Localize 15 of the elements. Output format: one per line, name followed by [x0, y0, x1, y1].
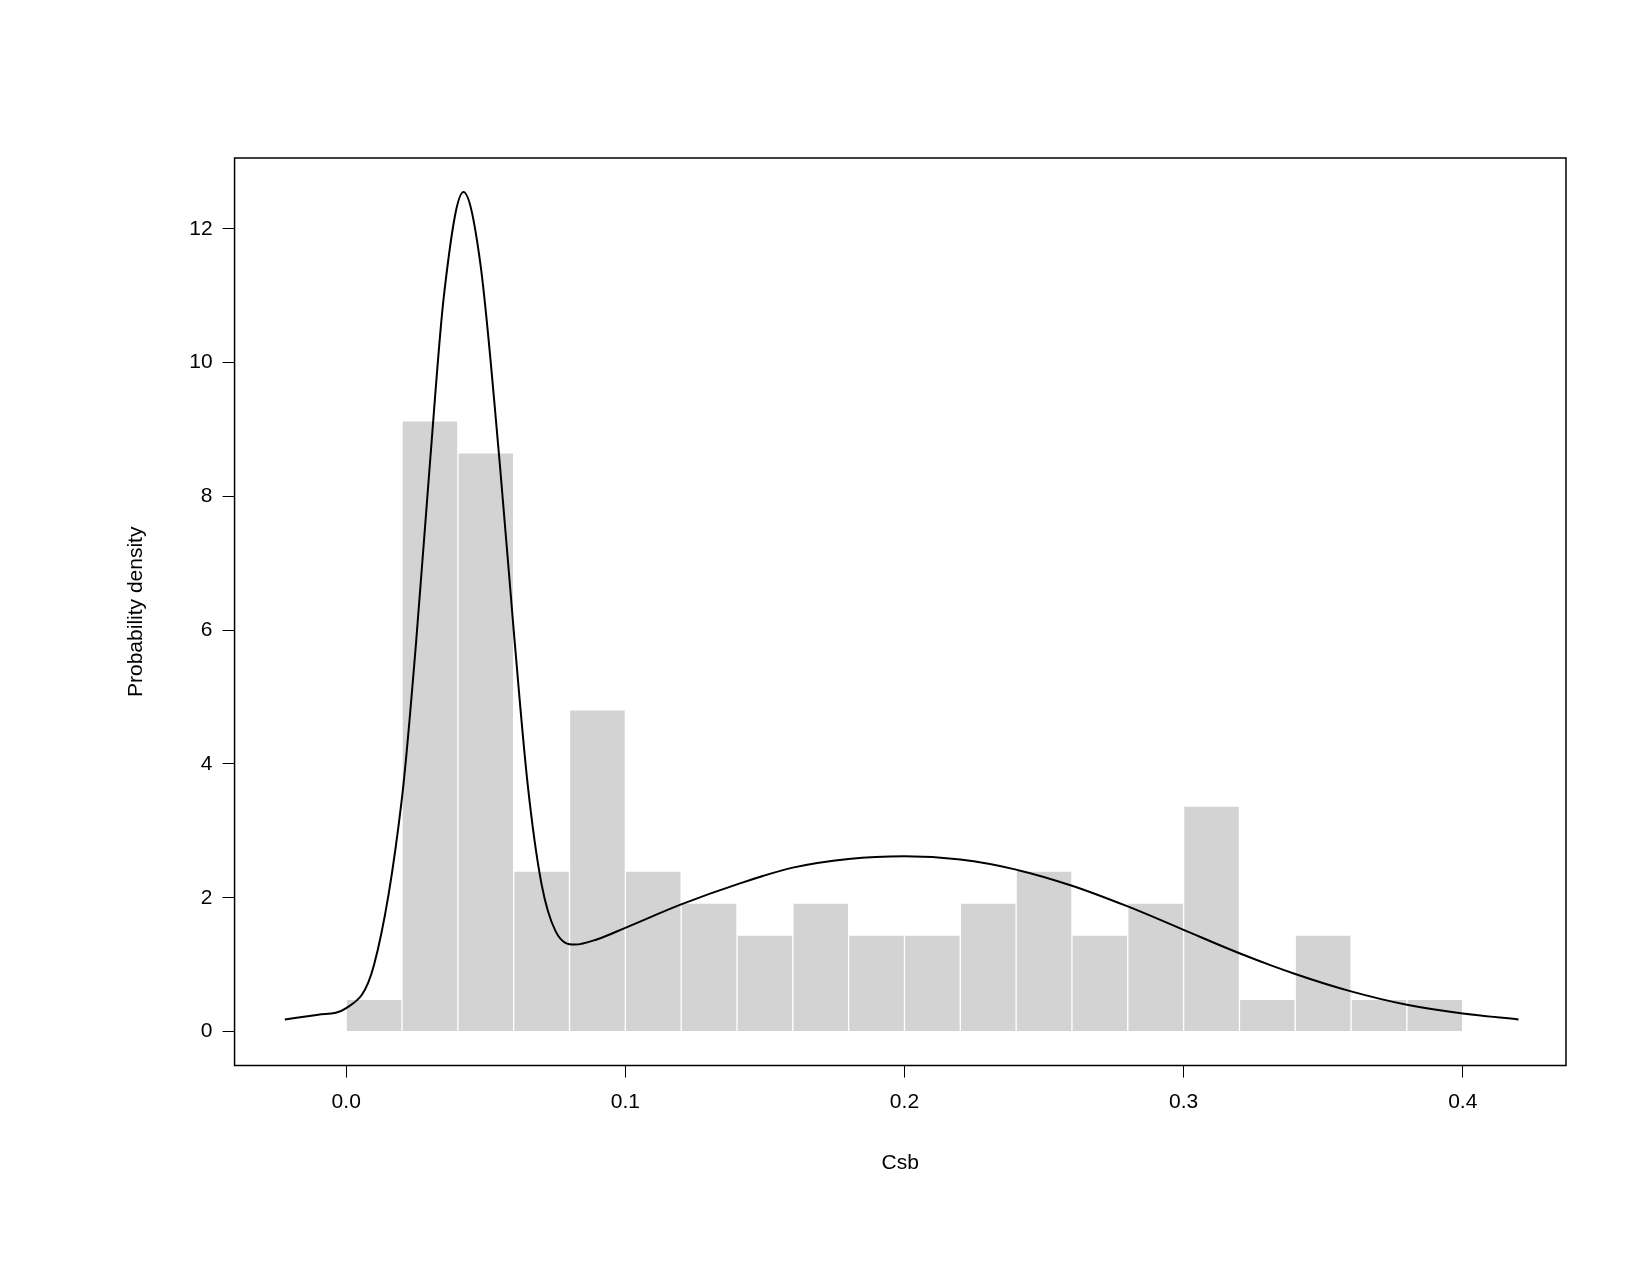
y-tick-label: 10 — [189, 349, 213, 373]
y-axis-title: Probability density — [123, 526, 147, 698]
y-tick-label: 4 — [200, 750, 213, 774]
x-tick-label: 0.1 — [610, 1089, 640, 1112]
x-tick-label: 0.2 — [889, 1089, 920, 1112]
y-tick-label: 12 — [189, 215, 213, 239]
y-tick-label: 6 — [200, 616, 213, 640]
x-axis-title: Csb — [881, 1150, 919, 1174]
x-tick-label: 0.3 — [1168, 1089, 1199, 1112]
x-tick-label: 0.0 — [331, 1089, 361, 1112]
x-tick-label: 0.4 — [1448, 1089, 1478, 1112]
y-tick-label: 2 — [200, 884, 213, 908]
line-series — [283, 191, 1520, 1021]
y-tick-label: 0 — [200, 1018, 213, 1042]
y-tick-label: 8 — [200, 483, 213, 507]
